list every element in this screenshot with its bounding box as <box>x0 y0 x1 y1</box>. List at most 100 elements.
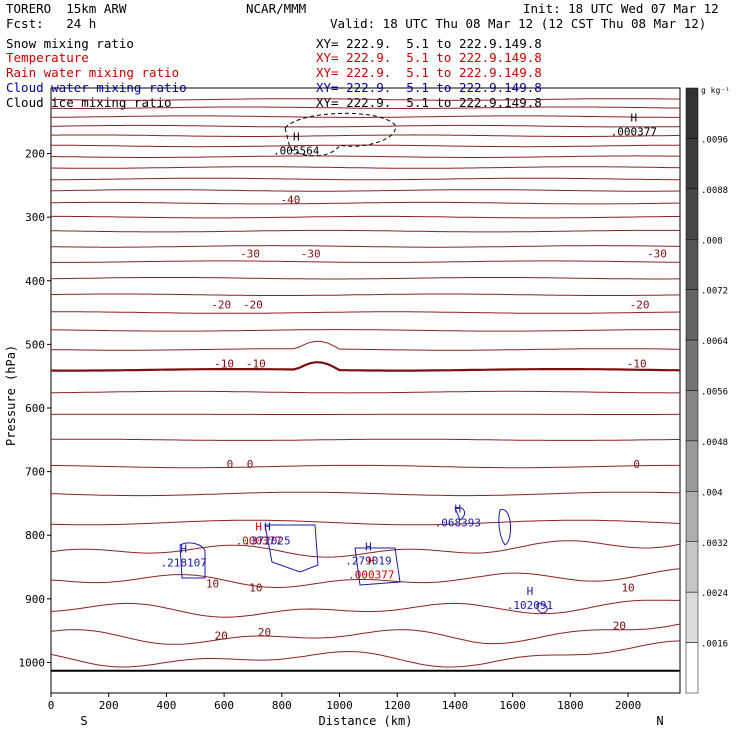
colorbar-tick-label: .0024 <box>701 589 728 599</box>
isotherm-line <box>51 464 680 469</box>
cloud-water-contour <box>536 602 548 614</box>
colorbar-tick-label: .0088 <box>701 186 728 196</box>
isotherm-label: 10 <box>249 581 262 594</box>
colorbar-swatch <box>685 591 699 643</box>
colorbar-swatch <box>685 491 699 543</box>
colorbar-swatch <box>685 188 699 240</box>
isotherm-line <box>51 98 681 101</box>
x-tick-label: 1200 <box>384 699 411 712</box>
field-temp-xy: XY= 222.9. 5.1 to 222.9.149.8 <box>316 50 542 65</box>
isotherm-label: 20 <box>258 626 271 639</box>
y-tick-label: 400 <box>25 275 45 288</box>
x-tick-label: 0 <box>48 699 55 712</box>
isotherm-label: 10 <box>621 581 634 594</box>
colorbar-tick-label: .0064 <box>701 337 728 347</box>
isotherm-line <box>51 134 681 137</box>
colorbar-swatch <box>685 440 699 492</box>
colorbar-swatch <box>685 390 699 442</box>
isotherm-label: 20 <box>613 620 626 633</box>
x-tick-label: 200 <box>99 699 119 712</box>
y-tick-label: 1000 <box>19 656 46 669</box>
isotherm-line <box>50 166 681 169</box>
isotherm-line <box>51 115 680 118</box>
isotherm-label: -30 <box>647 247 667 260</box>
field-rain-name: Rain water mixing ratio <box>6 65 180 80</box>
isotherm-label: -20 <box>630 298 650 311</box>
isotherm-line <box>50 623 681 645</box>
x-tick-label: 2000 <box>615 699 642 712</box>
model-title: TORERO 15km ARW <box>6 1 127 16</box>
y-tick-label: 700 <box>25 466 45 479</box>
extremum-h-label: H <box>264 520 271 533</box>
isotherm-label: -30 <box>240 247 260 260</box>
cloud-water-contour <box>354 547 401 586</box>
isotherm-label: 10 <box>206 578 219 591</box>
isotherm-line <box>50 599 680 618</box>
x-tick-label: 1600 <box>499 699 526 712</box>
isotherm-label: -30 <box>301 247 321 260</box>
isotherm-line <box>51 390 681 394</box>
isotherm-line <box>51 106 681 109</box>
x-tick-label: 800 <box>272 699 292 712</box>
isotherm-label: -40 <box>281 193 301 206</box>
colorbar-swatch <box>685 339 699 391</box>
forecast-hour: Fcst: 24 h <box>6 16 97 31</box>
extremum-value-label: .000377 <box>236 534 282 547</box>
colorbar-swatch <box>685 239 699 290</box>
isotherm-line <box>51 177 680 181</box>
cloud-water-contour <box>454 506 466 521</box>
colorbar-tick-label: .0096 <box>701 135 728 145</box>
isotherm-label: -10 <box>627 357 647 370</box>
extremum-h-label: H <box>180 543 187 556</box>
x-tick-label: 600 <box>214 699 234 712</box>
colorbar-tick-label: .0032 <box>701 539 728 549</box>
cloud-water-contour <box>179 542 206 579</box>
field-temp-name: Temperature <box>6 50 89 65</box>
colorbar-swatch <box>685 138 699 190</box>
x-axis-label: Distance (km) <box>319 714 413 728</box>
isotherm-line <box>50 155 681 158</box>
isotherm-line <box>50 438 680 441</box>
x-tick-label: 1400 <box>442 699 469 712</box>
extremum-value-label: .279019 <box>345 555 391 568</box>
extremum-h-label: H <box>365 541 372 554</box>
valid-time: Valid: 18 UTC Thu 08 Mar 12 (12 CST Thu … <box>330 16 707 31</box>
colorbar-tick-label: .0048 <box>701 438 728 448</box>
x-tick-label: 1800 <box>557 699 584 712</box>
extremum-h-label: H <box>368 555 375 568</box>
isotherm-label: 20 <box>215 630 228 643</box>
x-axis-north-label: N <box>656 714 663 728</box>
extremum-value-label: .000377 <box>348 569 394 582</box>
extremum-h-label: H <box>255 520 262 533</box>
isotherm-line <box>50 519 681 526</box>
colorbar-swatch <box>685 87 699 139</box>
isotherm-line <box>51 260 680 263</box>
isotherm-line <box>50 329 680 332</box>
field-rain-xy: XY= 222.9. 5.1 to 222.9.149.8 <box>316 65 542 80</box>
colorbar-tick-label: .004 <box>701 488 723 498</box>
isotherm-label: -20 <box>211 298 231 311</box>
isotherm-label: 0 <box>633 458 640 471</box>
extremum-value-label: .068393 <box>435 517 481 530</box>
isotherm-line <box>50 245 681 248</box>
isotherm-line <box>50 640 681 668</box>
colorbar-unit-label: g kg⁻¹ <box>701 86 730 95</box>
isotherm-line <box>51 215 680 219</box>
isotherm-line <box>50 229 681 233</box>
extremum-value-label: .102091 <box>507 599 553 612</box>
cloud-water-contour <box>498 509 512 546</box>
y-tick-label: 800 <box>25 529 45 542</box>
center-title: NCAR/MMM <box>246 1 307 16</box>
extremum-h-label: H <box>631 111 638 124</box>
colorbar-tick-label: .008 <box>701 236 723 246</box>
extremum-value-label: .218107 <box>161 557 207 570</box>
isotherm-line <box>51 311 681 314</box>
isotherm-line <box>50 124 681 128</box>
extremum-h-label: H <box>293 130 300 143</box>
init-time: Init: 18 UTC Wed 07 Mar 12 <box>523 1 719 16</box>
field-snow-name: Snow mixing ratio <box>6 36 134 51</box>
isotherm-line <box>50 340 680 351</box>
isotherm-label: 0 <box>247 458 254 471</box>
cloud-water-contour <box>264 524 319 573</box>
colorbar-swatch <box>685 642 699 694</box>
